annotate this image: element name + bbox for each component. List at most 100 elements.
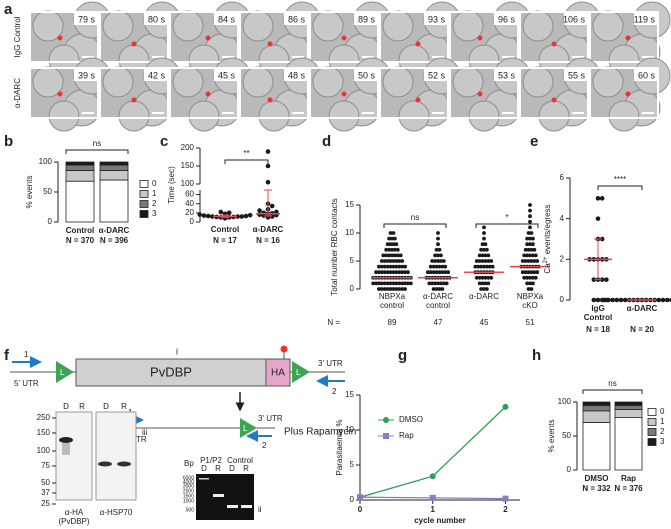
legend-swatch (139, 210, 149, 218)
loxp (240, 418, 257, 438)
gene-box (75, 358, 267, 387)
point (397, 259, 402, 263)
point (436, 231, 440, 235)
time-box (564, 13, 587, 25)
point (601, 297, 607, 303)
frame-border (169, 67, 239, 119)
band (227, 505, 238, 508)
bar-segment (614, 404, 643, 410)
point (397, 270, 402, 275)
point (394, 264, 399, 269)
marker-label: 100 (37, 446, 51, 455)
point (437, 287, 442, 291)
point (528, 214, 532, 219)
parasite (551, 41, 557, 47)
marker-label: 1000 (183, 498, 194, 504)
legend-label: DMSO (399, 415, 423, 424)
legend-swatch (139, 190, 149, 198)
y-tick-label: 10 (345, 425, 354, 434)
frame-border (449, 11, 519, 63)
point (388, 242, 393, 247)
time-box (634, 69, 657, 81)
y-tick-label: 15 (345, 200, 354, 209)
point (205, 213, 211, 219)
point (443, 270, 448, 275)
lane-label: D (229, 464, 235, 473)
point (528, 242, 532, 247)
point (393, 247, 397, 252)
point (384, 253, 389, 258)
point (486, 281, 491, 286)
point (257, 208, 262, 213)
y-tick-label: 0 (350, 495, 355, 504)
band (241, 505, 252, 508)
point (408, 281, 413, 286)
point (529, 247, 534, 252)
cell (188, 100, 220, 132)
frame-border (519, 67, 589, 119)
x-tick-label: α-DARC (627, 304, 658, 313)
lane-label: D (201, 464, 207, 473)
gel-group: P1/P2 (200, 456, 222, 465)
frame-border (99, 67, 169, 119)
point (391, 281, 396, 286)
legend-swatch (647, 408, 657, 416)
x-tick-label: Control (584, 313, 612, 322)
point (656, 297, 662, 303)
point (480, 253, 485, 258)
gel-group: Control (227, 456, 253, 465)
point (403, 287, 407, 291)
gel-unit: Bp (184, 459, 194, 468)
y-tick-label: 0 (48, 217, 53, 226)
point (595, 196, 601, 201)
frame-border (239, 11, 309, 63)
point (482, 264, 486, 269)
point (390, 236, 394, 241)
time-box (144, 13, 167, 25)
point (429, 494, 436, 501)
parasite (57, 35, 63, 41)
legend-swatch (139, 200, 149, 208)
point (532, 247, 537, 252)
time-label: 79 s (78, 14, 96, 24)
x-tick-label: α-DARC (469, 292, 499, 301)
legend-swatch (647, 428, 657, 436)
cell (592, 10, 624, 42)
time-label: 42 s (148, 70, 166, 80)
point (479, 287, 483, 291)
time-label: 84 s (218, 14, 236, 24)
point (599, 277, 605, 282)
point (391, 259, 396, 263)
cell (312, 10, 344, 42)
point (476, 264, 481, 269)
point (201, 213, 207, 218)
point (477, 253, 482, 258)
cell (538, 100, 570, 132)
cell (522, 10, 554, 42)
point (477, 259, 482, 263)
point (428, 270, 433, 275)
cell (48, 100, 80, 132)
point (502, 495, 509, 502)
point (371, 281, 376, 286)
frame-border (169, 11, 239, 63)
x-tick-label: cKO (522, 301, 538, 310)
point (433, 259, 437, 263)
y-tick-label: 10 (345, 228, 354, 237)
bar-segment (614, 401, 643, 406)
n-label: N = 20 (630, 325, 654, 334)
point (477, 275, 482, 280)
significance: **** (614, 175, 626, 184)
point (429, 473, 436, 480)
point (528, 203, 532, 207)
bar-segment (614, 409, 643, 419)
point (520, 259, 525, 263)
point (210, 214, 215, 219)
row-label: α-DARC (13, 78, 22, 108)
frame-border (589, 11, 659, 63)
time-label: 60 s (638, 70, 656, 80)
point (664, 297, 670, 303)
legend-label: 1 (152, 189, 157, 198)
point (379, 259, 384, 263)
time-box (634, 13, 657, 25)
